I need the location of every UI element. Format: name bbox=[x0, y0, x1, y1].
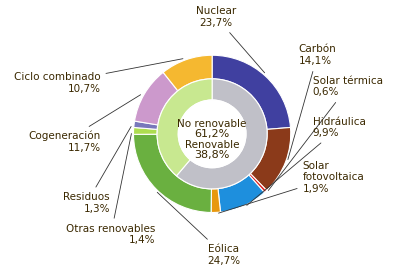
Text: Nuclear
23,7%: Nuclear 23,7% bbox=[196, 6, 265, 73]
Wedge shape bbox=[134, 134, 212, 212]
Wedge shape bbox=[157, 79, 212, 176]
Text: Residuos
1,3%: Residuos 1,3% bbox=[63, 127, 131, 214]
Text: Cogeneración
11,7%: Cogeneración 11,7% bbox=[28, 95, 140, 153]
Text: Otras renovables
1,4%: Otras renovables 1,4% bbox=[66, 134, 156, 245]
Wedge shape bbox=[134, 121, 158, 129]
Text: Eólica
24,7%: Eólica 24,7% bbox=[157, 192, 240, 266]
Text: No renovable: No renovable bbox=[178, 119, 247, 129]
Text: Renovable: Renovable bbox=[185, 140, 239, 150]
Text: Solar
fotovoltaica
1,9%: Solar fotovoltaica 1,9% bbox=[218, 160, 364, 213]
Wedge shape bbox=[212, 55, 290, 129]
Wedge shape bbox=[134, 127, 157, 134]
Wedge shape bbox=[218, 175, 264, 212]
Text: Carbón
14,1%: Carbón 14,1% bbox=[288, 44, 336, 160]
Text: 61,2%: 61,2% bbox=[194, 129, 230, 139]
Wedge shape bbox=[134, 72, 178, 125]
Wedge shape bbox=[163, 55, 212, 91]
Wedge shape bbox=[250, 127, 291, 191]
Text: Ciclo combinado
10,7%: Ciclo combinado 10,7% bbox=[14, 59, 183, 93]
Text: Solar térmica
0,6%: Solar térmica 0,6% bbox=[268, 76, 383, 191]
Text: Hidráulica
9,9%: Hidráulica 9,9% bbox=[247, 117, 366, 205]
Wedge shape bbox=[176, 79, 267, 189]
Text: 38,8%: 38,8% bbox=[194, 150, 230, 160]
Wedge shape bbox=[211, 189, 220, 212]
Circle shape bbox=[178, 100, 246, 168]
Wedge shape bbox=[249, 173, 267, 192]
